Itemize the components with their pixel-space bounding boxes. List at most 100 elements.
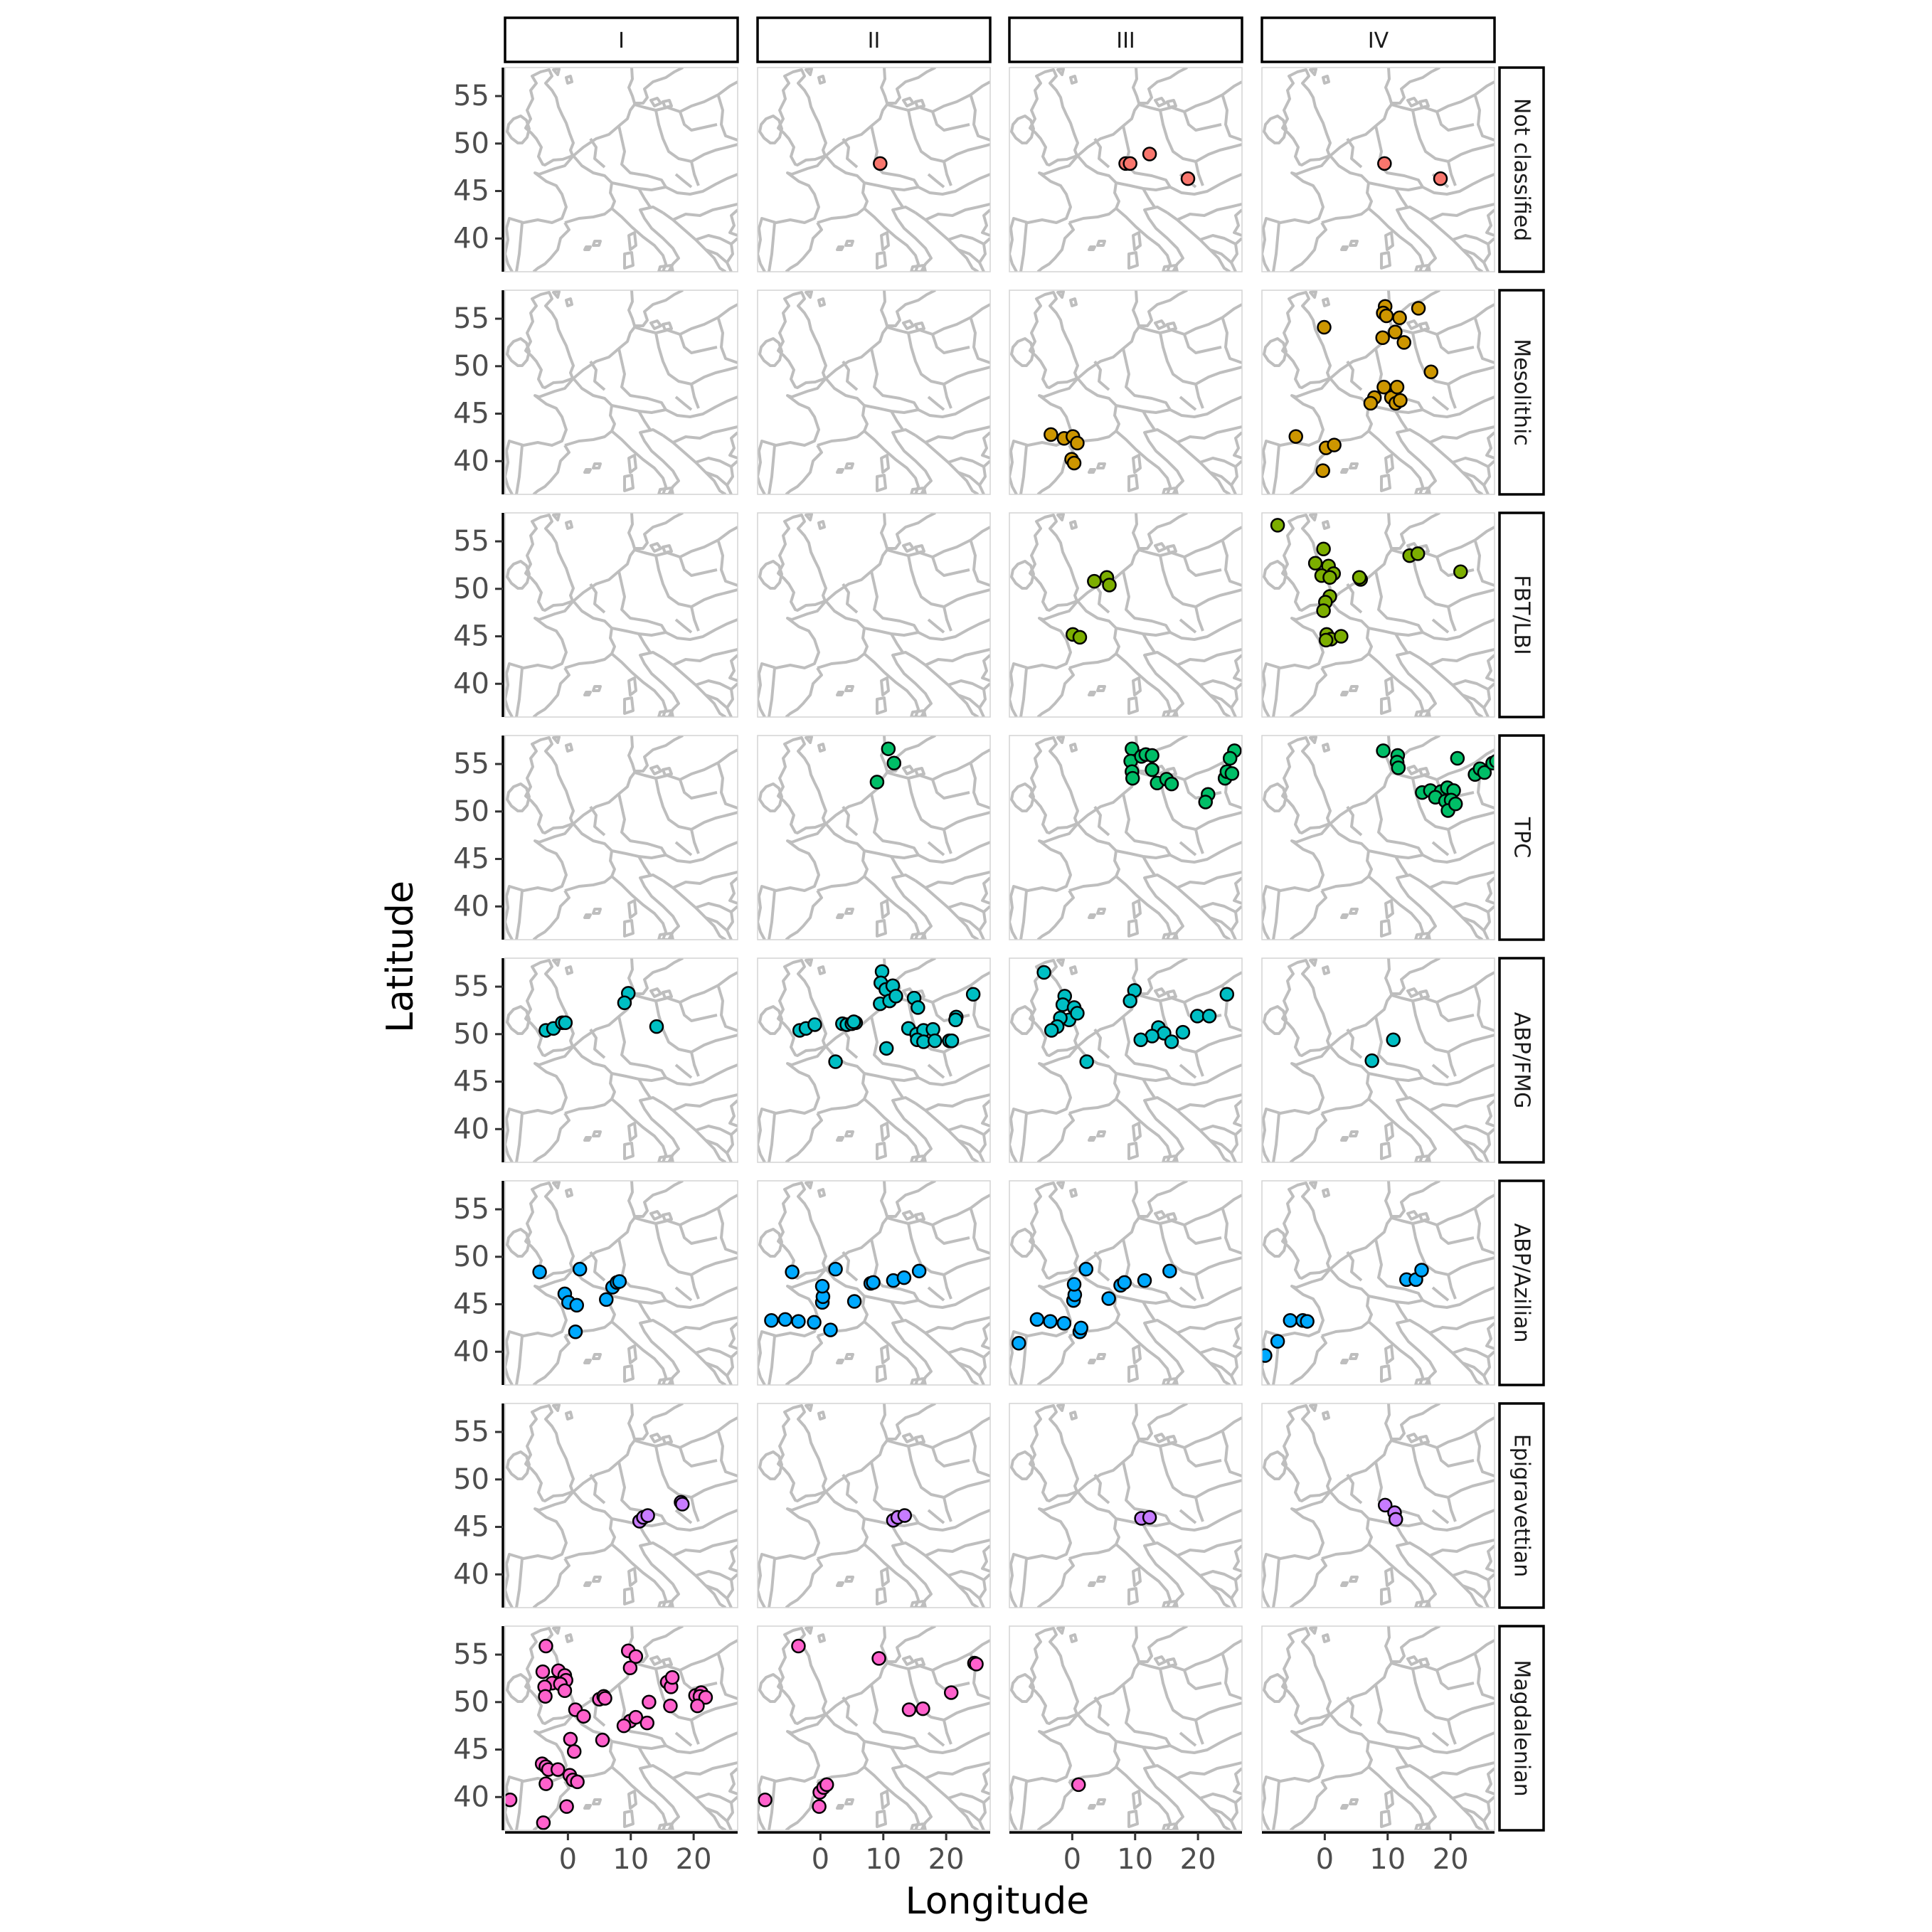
panel-border [1261,1403,1495,1608]
y-tick-label: 50 [453,573,489,605]
panel-border [1009,1403,1243,1608]
data-point [1270,1334,1285,1349]
data-point [1180,171,1196,186]
data-point [1376,743,1391,758]
data-point [1070,1006,1085,1021]
y-axis-abp-fmg: 40 45 50 55 [453,958,504,1162]
panel-abp-azilian-ii [757,1180,991,1386]
panel-border [1009,735,1243,940]
data-point [1393,393,1408,408]
panel-content [1262,290,1495,494]
panel-content [1262,1181,1495,1385]
row-strip-abp-fmg: ABP/FMG [1498,957,1545,1164]
panel-abp-fmg-i [504,957,738,1163]
y-tick-label: 50 [453,795,489,828]
panel-abp-azilian-iii [1009,1180,1243,1386]
data-point [791,1638,806,1654]
panel-border [1261,1180,1495,1386]
data-point [886,755,902,770]
europe-map-background [758,513,990,717]
europe-map-background [758,1403,990,1608]
panel-border [757,735,991,940]
y-tick-label: 55 [453,748,489,780]
data-point [1073,1320,1089,1336]
data-point [1389,379,1405,395]
y-tick-label: 55 [453,970,489,1003]
axes-layer: 40 45 50 55 40 45 50 55 40 45 50 55 40 45 50 55 40 45 50 55… [453,68,1495,1876]
data-point [1145,748,1159,763]
panel-epigravettian-iii [1009,1403,1243,1608]
panel-border [1009,1625,1243,1831]
row-strip-tpc: TPC [1498,734,1545,941]
strip-box [1498,289,1545,496]
y-tick-label: 55 [453,525,489,558]
data-point [1066,455,1082,471]
panel-content [1262,68,1495,272]
data-point [566,1743,582,1759]
panel-border [1261,735,1495,940]
europe-map-background [1009,290,1242,494]
data-point [622,1660,638,1675]
data-point [628,1649,644,1664]
europe-map-background [1009,958,1242,1162]
y-tick-label: 45 [453,1734,489,1766]
data-point [1327,437,1342,452]
data-point [1036,965,1051,980]
row-strip-abp-azilian: ABP/Azilian [1498,1179,1545,1386]
y-tick-label: 55 [453,80,489,112]
europe-map-background [505,68,738,272]
data-point [1423,364,1438,380]
data-point [1448,796,1463,812]
data-point [1071,1777,1086,1793]
y-tick-label: 40 [453,222,489,255]
x-tick-label: 0 [559,1843,577,1876]
data-point [1316,541,1331,556]
row-strip-magdalenian: Magdalenian [1498,1625,1545,1832]
panel-border [504,957,738,1163]
panel-content [758,1181,990,1385]
data-point [599,1292,614,1307]
panel-border [504,290,738,495]
europe-map-background [1262,513,1495,717]
y-tick-label: 40 [453,1558,489,1591]
data-point [1029,1312,1045,1327]
data-point [915,1701,930,1716]
x-tick-label: 10 [865,1843,901,1876]
data-point [1224,766,1240,781]
y-tick-label: 40 [453,1113,489,1145]
data-point [570,1774,585,1790]
data-point [1079,1054,1094,1069]
data-point [1377,156,1392,171]
europe-map-background [1262,736,1495,940]
europe-map-background [505,513,738,717]
panel-epigravettian-ii [757,1403,991,1608]
panel-border [1009,1180,1243,1386]
data-point [1198,795,1213,810]
data-point [1164,1034,1179,1049]
data-point [1044,427,1058,442]
panel-mesolithic-iii [1009,290,1243,495]
column-strip-label: III [1116,28,1135,53]
data-point [807,1315,822,1330]
y-axis-abp-azilian: 40 45 50 55 [453,1181,504,1385]
europe-map-background [1009,1403,1242,1608]
data-point [1219,987,1235,1002]
data-point [612,1274,627,1289]
data-point [1318,632,1334,648]
panel-magdalenian-i [504,1625,738,1831]
panel-content [1009,1403,1242,1608]
strip-box [1498,66,1545,273]
panel-border [1009,512,1243,718]
data-point [1087,573,1102,589]
data-point [1317,319,1332,335]
data-point [846,1294,862,1309]
data-point [948,1012,963,1028]
panel-not-classified-iii [1009,67,1243,272]
panel-content [758,958,990,1162]
panel-content [505,513,738,717]
data-point [819,1777,834,1793]
data-point [869,775,885,790]
row-strip-epigravettian: Epigravettian [1498,1402,1545,1609]
panel-tpc-iii [1009,735,1243,940]
